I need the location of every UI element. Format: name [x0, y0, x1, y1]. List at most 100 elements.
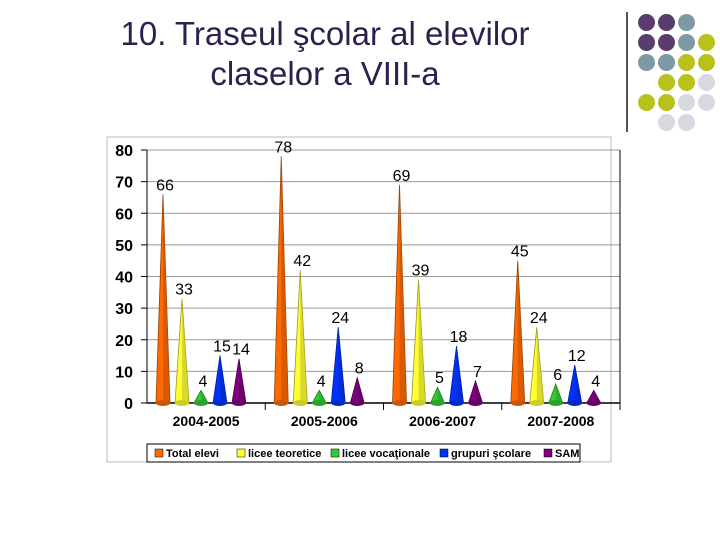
bar-base — [567, 400, 582, 406]
bar-cone-shade — [456, 346, 464, 403]
y-tick-label: 60 — [115, 206, 133, 223]
data-label: 5 — [435, 370, 444, 387]
data-label: 14 — [232, 342, 250, 359]
bar-base — [548, 400, 563, 406]
bar-cone-shade — [555, 384, 563, 403]
bar-cone-shade — [239, 358, 246, 403]
legend-box — [146, 443, 581, 463]
bar-cone-shade — [475, 380, 483, 403]
data-label: 4 — [199, 373, 208, 390]
legend-swatch — [330, 448, 340, 458]
legend-swatch — [236, 448, 246, 458]
bar-cone-shade — [536, 327, 544, 403]
data-label: 4 — [317, 373, 326, 390]
decorative-divider — [626, 12, 628, 132]
decor-dot — [638, 54, 655, 71]
data-label: 7 — [473, 364, 482, 381]
decor-dot — [658, 14, 675, 31]
bar-base — [312, 400, 327, 406]
y-tick-label: 30 — [115, 301, 133, 318]
bar-base — [232, 400, 246, 406]
decor-dot — [638, 14, 655, 31]
bar-base — [274, 400, 289, 406]
data-label: 15 — [213, 339, 231, 356]
bar-cone-shade — [201, 390, 208, 403]
bar-base — [213, 400, 227, 406]
x-tick-label: 2005-2006 — [291, 413, 358, 429]
legend-label: grupuri şcolare — [451, 448, 531, 460]
bar-cone-shade — [418, 279, 426, 403]
bar-base — [468, 400, 483, 406]
decor-dot — [698, 34, 715, 51]
legend-swatch — [543, 448, 553, 458]
bar-cone-shade — [163, 194, 170, 403]
decor-dot — [678, 54, 695, 71]
bar-base — [411, 400, 426, 406]
bar-base — [350, 400, 365, 406]
bar-cone-shade — [593, 390, 601, 403]
data-label: 78 — [274, 139, 292, 156]
y-tick-label: 40 — [115, 270, 133, 287]
y-tick-label: 10 — [115, 364, 133, 381]
decor-dot — [658, 94, 675, 111]
data-label: 69 — [393, 168, 411, 185]
x-tick-label: 2006-2007 — [409, 413, 476, 429]
bar-base — [510, 400, 525, 406]
data-label: 24 — [331, 310, 349, 327]
decor-dot — [698, 94, 715, 111]
data-label: 33 — [175, 282, 193, 299]
bar-base — [175, 400, 189, 406]
bar-cone-shade — [300, 270, 308, 403]
bar-cone-shade — [574, 365, 582, 403]
bar-cone-shade — [281, 156, 289, 403]
data-label: 39 — [412, 263, 430, 280]
decor-dot — [678, 74, 695, 91]
y-tick-label: 80 — [115, 143, 133, 160]
bar-base — [331, 400, 346, 406]
bar-cone-shade — [338, 327, 346, 403]
slide-title: 10. Traseul şcolar al elevilor claselor … — [40, 14, 610, 94]
data-label: 12 — [568, 348, 586, 365]
data-label: 24 — [530, 310, 548, 327]
bar-base — [293, 400, 308, 406]
data-label: 66 — [156, 177, 174, 194]
data-label: 8 — [355, 361, 364, 378]
x-tick-label: 2004-2005 — [173, 413, 240, 429]
title-line-2: claselor a VIII-a — [210, 55, 440, 92]
legend-label: licee teoretice — [248, 448, 321, 460]
title-line-1: 10. Traseul şcolar al elevilor — [120, 15, 530, 52]
y-tick-label: 20 — [115, 333, 133, 350]
decor-dot — [698, 74, 715, 91]
legend-swatch — [154, 448, 164, 458]
bar-cone-shade — [517, 260, 525, 403]
decor-dot — [678, 114, 695, 131]
decor-dot — [638, 94, 655, 111]
y-tick-label: 0 — [124, 396, 133, 413]
bar-cone-shade — [220, 355, 227, 403]
bar-base — [449, 400, 464, 406]
bar-cone-shade — [319, 390, 327, 403]
decor-dot — [678, 94, 695, 111]
bar-cone-shade — [399, 184, 407, 403]
bar-base — [194, 400, 208, 406]
data-label: 4 — [591, 373, 600, 390]
y-tick-label: 70 — [115, 175, 133, 192]
bar-base — [392, 400, 407, 406]
data-label: 45 — [511, 244, 529, 261]
legend-label: Total elevi — [166, 448, 219, 460]
y-tick-label: 50 — [115, 238, 133, 255]
decor-dot — [658, 74, 675, 91]
legend-label: SAM — [555, 448, 579, 460]
bar-cone-shade — [182, 298, 189, 403]
bar-base — [430, 400, 445, 406]
data-label: 18 — [450, 329, 468, 346]
bar-cone-shade — [357, 377, 365, 403]
decor-dot — [698, 54, 715, 71]
decor-dot — [678, 14, 695, 31]
bar-base — [586, 400, 601, 406]
bar-base — [529, 400, 544, 406]
decor-dot — [638, 34, 655, 51]
decor-dot — [658, 114, 675, 131]
x-tick-label: 2007-2008 — [527, 413, 594, 429]
